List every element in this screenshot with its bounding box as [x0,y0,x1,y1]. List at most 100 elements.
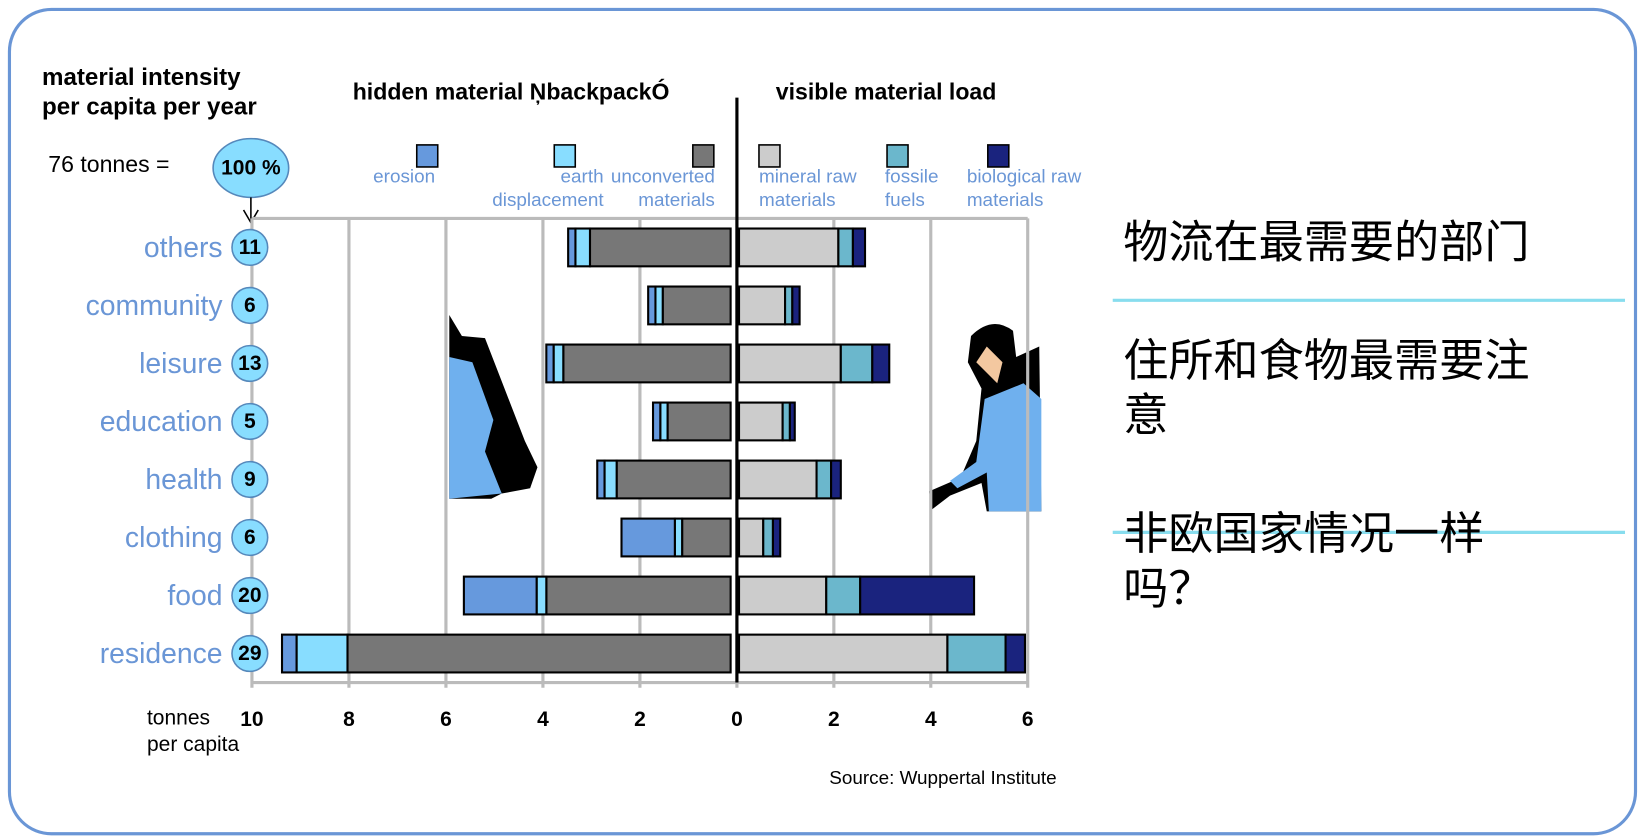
bar-segment [830,459,842,500]
total-label: 76 tonnes = [48,151,169,177]
share-label: 6 [244,294,256,317]
share-label: 11 [239,236,262,259]
bar-segment [659,401,669,442]
bar-segment [651,401,662,442]
bar-segment [837,227,854,268]
bar-segment [839,343,874,384]
backpacker-left [449,315,538,499]
share-circle [231,344,269,383]
bar-segment [647,285,657,326]
share-label: 9 [244,468,256,491]
note: 非欧国家情况一样吗？ [1123,508,1485,616]
x-tick-label: 8 [343,708,355,731]
legend-label: earth displacement [492,165,604,210]
bar-segment [552,343,565,384]
legend-label-box: mineral raw materials [758,165,857,210]
share-label: 29 [238,642,261,665]
legend-label: unconverted materials [610,165,715,210]
bar-segment [462,575,538,616]
note: 住所和食物最需要注意 [1123,334,1530,443]
category-label: community [86,290,224,322]
share-label: 13 [238,352,261,375]
bar-segment [673,517,684,558]
share-label: 6 [244,526,256,549]
x-tick-label: 10 [240,708,263,731]
legend-swatch [758,144,781,168]
bar-segment [946,633,1007,674]
share-label: 20 [238,584,261,607]
x-tick-label: 4 [925,708,937,731]
x-tick-label: 2 [828,708,840,731]
legend-swatch [692,144,715,168]
bar-segment [681,517,732,558]
bar-segment [737,517,765,558]
slide-frame [7,7,1638,836]
legend-swatch [553,144,577,168]
legend-swatch [987,144,1010,168]
bar-segment [851,227,867,268]
note-box: 住所和食物最需要注意 [1123,334,1530,443]
x-tick-label: 4 [537,708,549,731]
category-label: education [100,406,223,438]
note: 物流在最需要的部门 [1123,216,1530,269]
bar-segment [588,227,732,268]
bar-segment [815,459,833,500]
legend-label: erosion [373,165,436,187]
category-label: clothing [125,522,223,554]
bar-segment [737,459,818,500]
legend-label: mineral raw materials [758,165,857,210]
bar-segment [562,343,732,384]
bar-segment [535,575,548,616]
category-label: residence [100,638,223,670]
x-tick-label: 2 [634,708,646,731]
bar-segment [280,633,298,674]
x-tick-label: 6 [440,708,452,731]
bar-segment [737,633,949,674]
bar-segment [791,285,801,326]
bar-segment [762,517,774,558]
bar-segment [871,343,891,384]
bar-segment [859,575,976,616]
bar-segment [596,459,606,500]
bar-segment [788,401,796,442]
share-label: 5 [244,410,256,433]
bar-segment [574,227,592,268]
bar-segment [545,343,555,384]
bar-segment [603,459,618,500]
bar-segment [737,285,787,326]
share-circle [231,228,269,267]
x-axis-label: tonnes per capita [146,706,240,757]
bar-segment [737,343,842,384]
bar-segment [620,517,676,558]
bar-segment [661,285,732,326]
category-label: others [144,232,223,264]
share-circle [231,402,269,441]
bar-segment [737,401,784,442]
right-heading: visible material load [776,79,997,105]
chart-title-box: material intensity per capita per year [42,63,257,119]
bar-segment [784,285,794,326]
category-label: health [145,464,222,496]
legend-label: fossile fuels [884,165,939,210]
source: Source: Wuppertal Institute [829,768,1056,789]
share-circle [231,518,269,557]
bar-segment [771,517,782,558]
share-circle [231,286,269,325]
total-share: 100 % [221,157,281,180]
left-heading: hidden material ŅbackpackÓ [353,78,670,105]
legend-label-box: biological raw materials [966,165,1082,210]
share-circle [231,576,269,615]
legend-label-box: fossile fuels [884,165,939,210]
backpacker-right [929,324,1042,512]
legend-label: biological raw materials [966,165,1082,210]
bar-segment [346,633,732,674]
bar-segment [825,575,862,616]
bar-segment [666,401,732,442]
category-label: leisure [139,348,222,380]
legend-swatch [886,144,909,168]
bar-segment [654,285,664,326]
bar-segment [567,227,577,268]
legend-swatch [415,144,439,168]
share-circle [231,460,269,499]
